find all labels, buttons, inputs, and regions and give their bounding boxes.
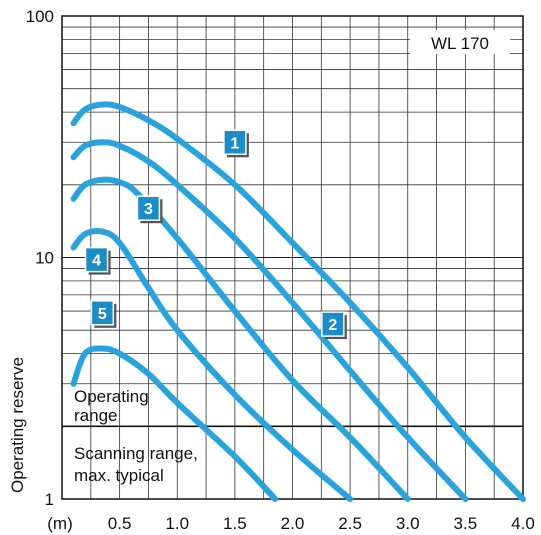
x-tick-label: 3.0	[396, 514, 420, 533]
series-curve-5	[70, 345, 279, 502]
axis-tick-labels: 0.5 1.0 1.5 2.0 2.5 3.0 3.5 4.0 1 10 100	[26, 7, 535, 533]
badge-number: 4	[92, 253, 101, 270]
badge-number: 1	[230, 135, 239, 152]
x-tick-label: 1.5	[223, 514, 247, 533]
series-badge-1: 1	[223, 129, 249, 158]
series-badge-3: 3	[136, 195, 163, 224]
series-curve-3	[70, 176, 411, 502]
series-badge-2: 2	[321, 311, 347, 340]
model-label-background	[410, 30, 510, 54]
x-tick-label: 1.0	[165, 514, 189, 533]
model-label: WL 170	[431, 34, 489, 53]
x-tick-label: 2.0	[281, 514, 305, 533]
badge-number: 5	[98, 306, 107, 323]
operating-range-note: Operating range	[74, 387, 149, 425]
badge-box	[223, 129, 247, 156]
x-tick-label: 2.5	[338, 514, 362, 533]
operating-range-line1: Operating	[74, 387, 149, 406]
y-tick-label: 10	[35, 249, 54, 268]
badge-box	[90, 300, 115, 326]
scanning-range-line1: Scanning range,	[74, 444, 198, 463]
series-badge-4: 4	[84, 246, 111, 275]
scanning-range-line2: max. typical	[74, 466, 164, 485]
model-label-box: WL 170	[410, 30, 510, 54]
series-curve-4	[70, 228, 354, 502]
y-tick-label: 1	[45, 490, 54, 509]
series-curve-2	[70, 139, 469, 502]
series-badge-5: 5	[90, 300, 117, 328]
badge-box	[321, 311, 345, 337]
badge-number: 2	[328, 317, 337, 334]
badge-box	[84, 246, 109, 273]
badge-box	[136, 195, 161, 221]
x-unit-label: (m)	[47, 514, 72, 533]
series-badges: 1 2 3 4 5	[84, 129, 347, 340]
x-tick-label: 3.5	[454, 514, 478, 533]
series-curves	[70, 101, 526, 502]
series-curve-1	[70, 101, 526, 502]
y-tick-label: 100	[26, 7, 54, 26]
y-axis-label: Operating reserve	[8, 357, 27, 493]
scanning-range-note: Scanning range, max. typical	[74, 444, 198, 485]
plot-frame	[61, 15, 524, 500]
operating-range-line2: range	[74, 406, 117, 425]
x-tick-label: 4.0	[511, 514, 535, 533]
badge-number: 3	[144, 201, 153, 218]
x-tick-label: 0.5	[108, 514, 132, 533]
